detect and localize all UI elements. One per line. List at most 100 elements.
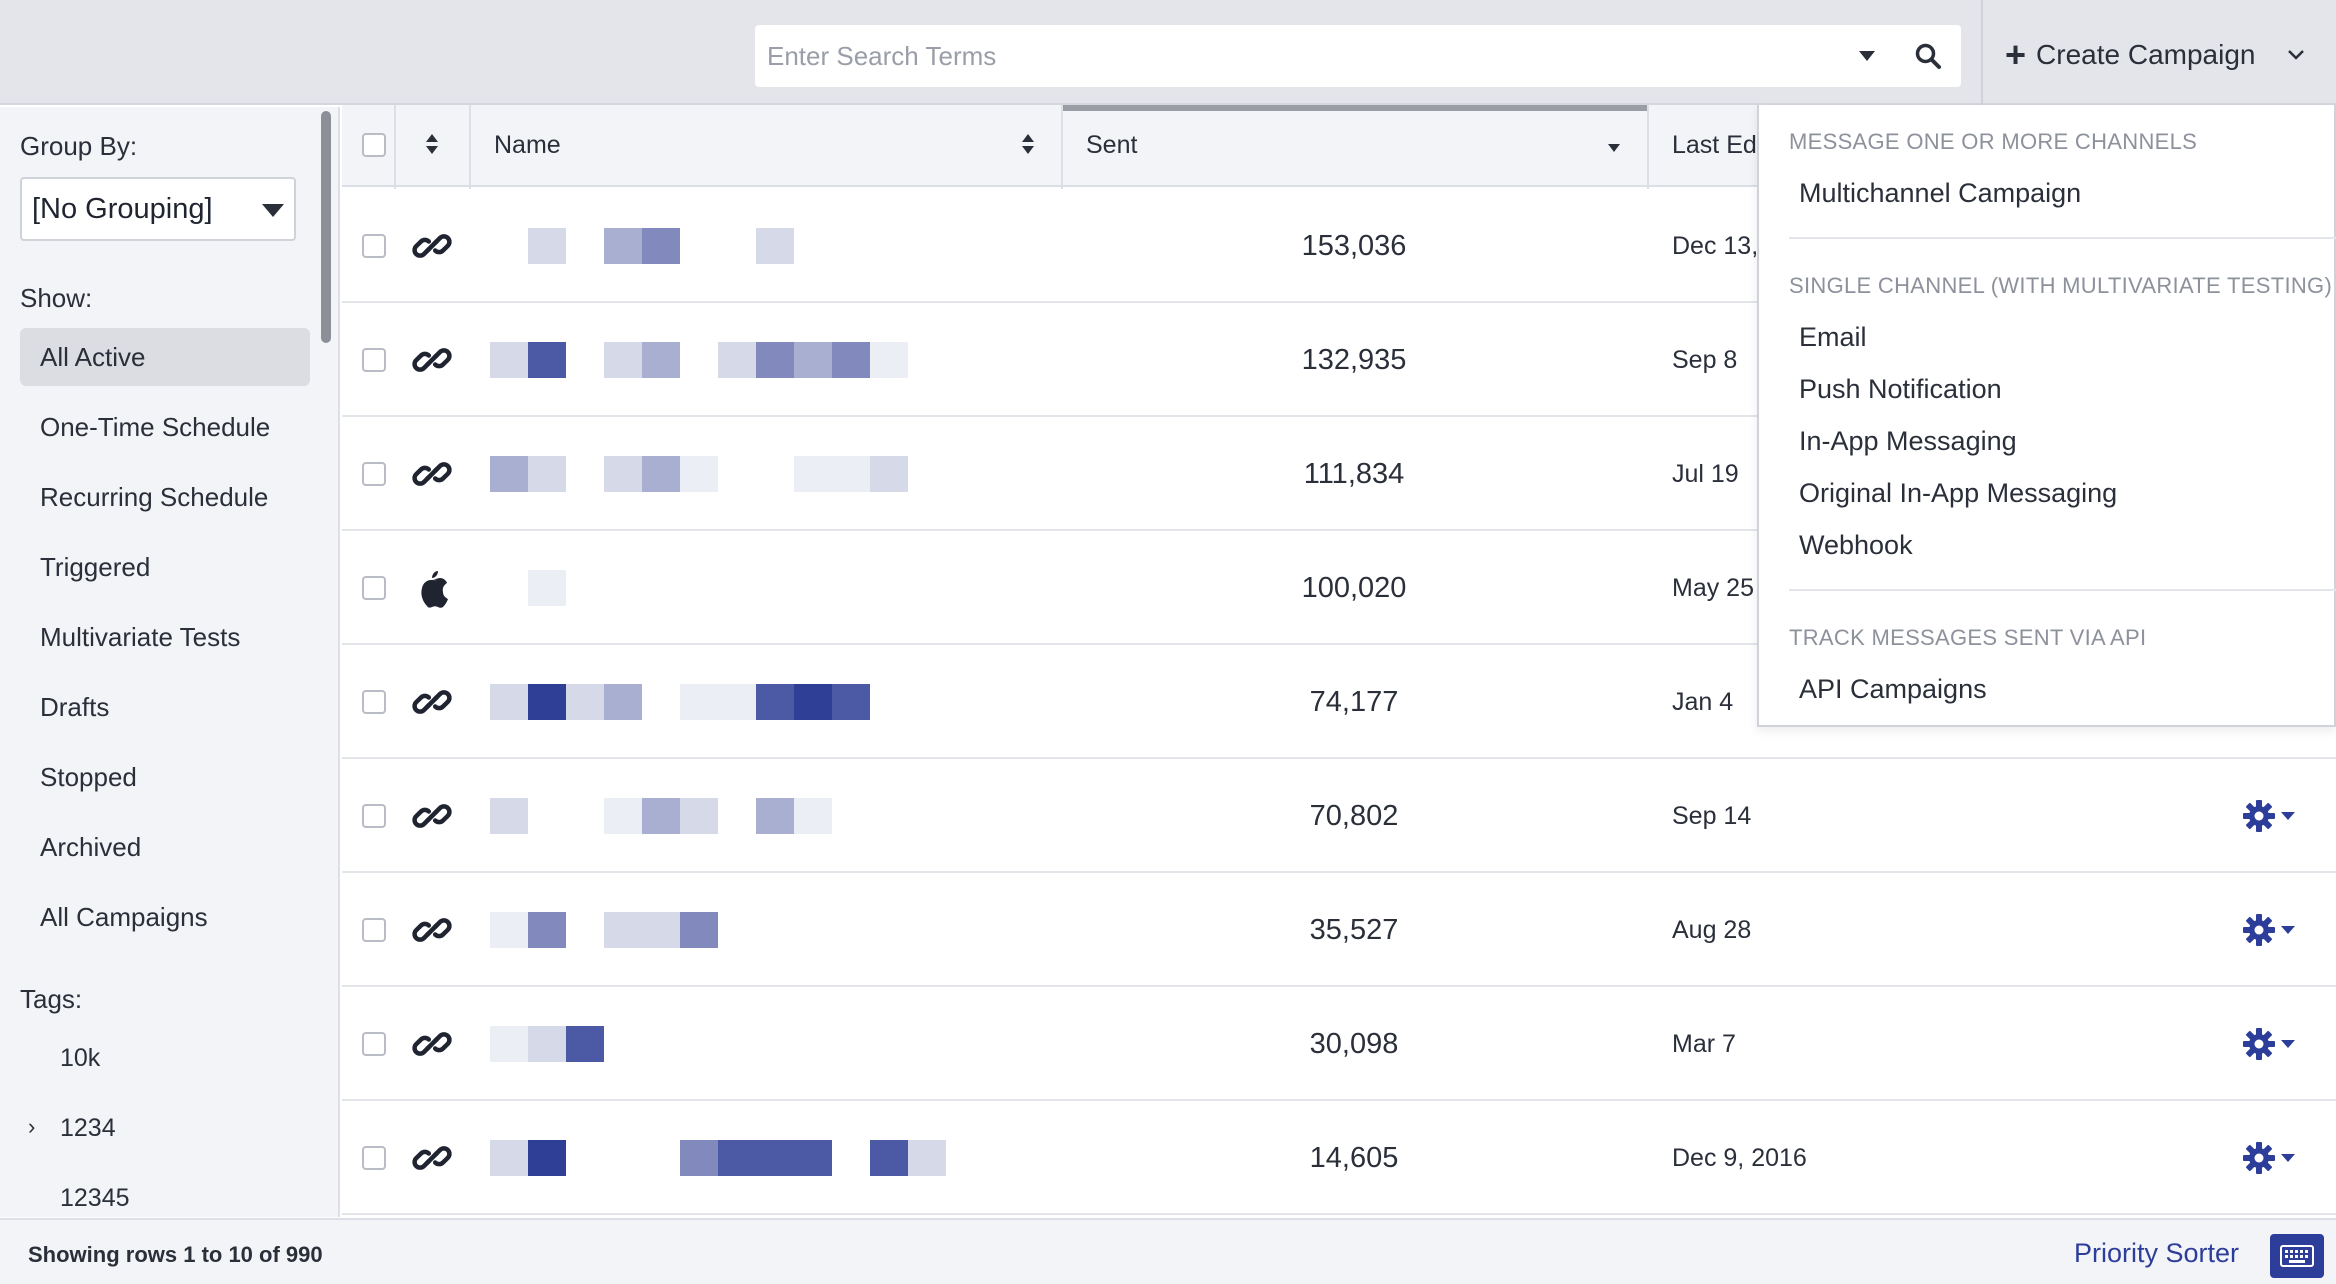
chevron-right-icon[interactable]: › [28,1114,36,1139]
gear-icon [2243,1142,2275,1174]
last-edited-date: Jan 4 [1672,687,1734,716]
redacted-pixel [604,684,642,720]
show-item-triggered[interactable]: Triggered [20,538,310,596]
campaign-name-redacted[interactable] [490,570,950,606]
search-button[interactable] [1895,25,1961,87]
apple-icon [421,571,448,608]
show-item-one-time-schedule[interactable]: One-Time Schedule [20,398,310,456]
redacted-pixel [794,798,832,834]
table-row[interactable]: 70,802 Sep 14 [342,759,2336,873]
sort-desc-icon[interactable] [1606,141,1622,159]
create-campaign-button[interactable]: + Create Campaign [2005,20,2325,90]
select-all-checkbox[interactable] [362,133,386,157]
campaign-name-redacted[interactable] [490,1026,950,1062]
caret-down-icon [2281,1040,2295,1048]
tag-item[interactable]: 12345 [60,1184,130,1212]
redacted-pixel [680,1140,718,1176]
search-options-dropdown[interactable] [1845,25,1889,87]
menu-item-email[interactable]: Email [1799,322,1867,352]
row-checkbox[interactable] [362,1146,386,1170]
campaign-name-redacted[interactable] [490,912,950,948]
show-item-drafts[interactable]: Drafts [20,678,310,736]
last-edited-date: Sep 14 [1672,801,1752,830]
group-by-select[interactable]: [No Grouping] [20,177,296,241]
show-item-all-campaigns[interactable]: All Campaigns [20,888,310,946]
row-checkbox[interactable] [362,1032,386,1056]
row-settings-button[interactable] [2242,873,2322,987]
topbar-divider [1981,0,1983,105]
last-edited-date: May 25 [1672,573,1754,602]
redacted-pixel [528,684,566,720]
table-row[interactable]: 35,527 Aug 28 [342,873,2336,987]
redacted-pixel [528,1140,566,1176]
row-checkbox[interactable] [362,804,386,828]
redacted-pixel [908,1140,946,1176]
redacted-pixel [756,684,794,720]
menu-item-api-campaigns[interactable]: API Campaigns [1799,674,1987,704]
redacted-pixel [832,342,870,378]
caret-down-icon [1859,51,1875,61]
show-item-label: All Active [40,341,146,372]
search-input[interactable] [767,25,1827,87]
menu-item-in-app-messaging[interactable]: In-App Messaging [1799,426,2017,456]
sidebar: Group By: [No Grouping] Show: All Active… [0,107,340,1217]
redacted-pixel [832,684,870,720]
tag-item[interactable]: 1234 [60,1114,116,1142]
campaign-name-redacted[interactable] [490,456,950,492]
show-item-all-active[interactable]: All Active [20,328,310,386]
show-item-stopped[interactable]: Stopped [20,748,310,806]
show-item-label: One-Time Schedule [40,411,271,442]
sort-icon[interactable] [424,131,440,162]
campaign-name-redacted[interactable] [490,228,950,264]
row-checkbox[interactable] [362,462,386,486]
table-row[interactable]: 30,098 Mar 7 [342,987,2336,1101]
row-checkbox[interactable] [362,918,386,942]
column-header-last-edited[interactable]: Last Ed [1672,131,1757,159]
redacted-pixel [794,684,832,720]
row-settings-button[interactable] [2242,759,2322,873]
sort-icon[interactable] [1020,131,1036,162]
redacted-pixel [528,456,566,492]
show-item-recurring-schedule[interactable]: Recurring Schedule [20,468,310,526]
row-checkbox[interactable] [362,348,386,372]
redacted-pixel [794,342,832,378]
keyboard-icon [2280,1245,2314,1267]
row-checkbox[interactable] [362,234,386,258]
redacted-pixel [680,798,718,834]
redacted-pixel [832,456,870,492]
tag-item[interactable]: 10k [60,1044,101,1072]
row-checkbox[interactable] [362,690,386,714]
campaign-name-redacted[interactable] [490,1140,950,1176]
redacted-pixel [642,228,680,264]
row-count-text: Showing rows 1 to 10 of 990 [28,1242,323,1267]
table-row[interactable]: 14,605 Dec 9, 2016 [342,1101,2336,1215]
show-item-label: Multivariate Tests [40,621,241,652]
row-settings-button[interactable] [2242,987,2322,1101]
column-header-sent[interactable]: Sent [1086,131,1138,159]
campaign-name-redacted[interactable] [490,342,950,378]
redacted-pixel [718,342,756,378]
campaign-name-redacted[interactable] [490,798,950,834]
column-header-name[interactable]: Name [494,131,561,159]
row-checkbox[interactable] [362,576,386,600]
menu-item-push-notification[interactable]: Push Notification [1799,374,2002,404]
sidebar-scrollbar[interactable] [321,111,331,343]
show-item-multivariate-tests[interactable]: Multivariate Tests [20,608,310,666]
redacted-pixel [756,1140,794,1176]
priority-sorter-link[interactable]: Priority Sorter [2074,1238,2240,1268]
show-item-archived[interactable]: Archived [20,818,310,876]
sent-count: 132,935 [1301,343,1407,376]
redacted-pixel [528,912,566,948]
redacted-pixel [604,456,642,492]
menu-item-webhook[interactable]: Webhook [1799,530,1913,560]
redacted-pixel [604,228,642,264]
campaign-name-redacted[interactable] [490,684,950,720]
keyboard-shortcuts-button[interactable] [2270,1234,2324,1278]
row-settings-button[interactable] [2242,1101,2322,1215]
sent-count: 100,020 [1301,571,1407,604]
redacted-pixel [794,1140,832,1176]
menu-item-original-in-app-messaging[interactable]: Original In-App Messaging [1799,478,2118,508]
sent-count: 153,036 [1301,229,1407,262]
last-edited-date: Mar 7 [1672,1029,1736,1058]
menu-item-multichannel-campaign[interactable]: Multichannel Campaign [1799,178,2082,208]
